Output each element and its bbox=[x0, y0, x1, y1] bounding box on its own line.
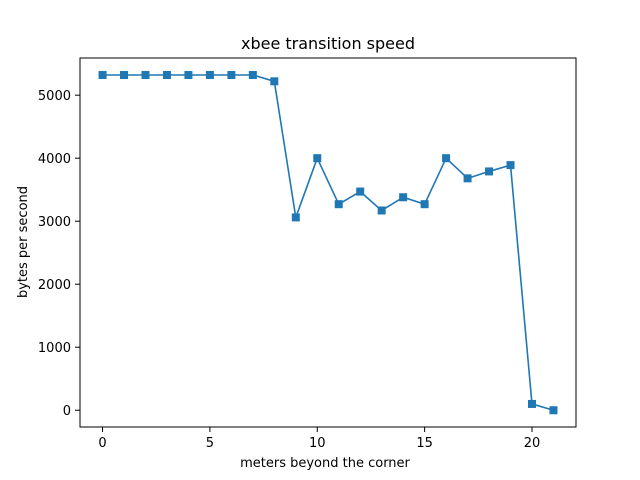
data-point-marker bbox=[334, 200, 343, 209]
x-tick-label: 0 bbox=[98, 436, 106, 451]
x-tick-label: 5 bbox=[206, 436, 214, 451]
data-point-marker bbox=[162, 71, 171, 80]
x-tick-label: 15 bbox=[416, 436, 433, 451]
data-point-marker bbox=[506, 161, 515, 170]
y-axis-label: bytes per second bbox=[16, 186, 31, 298]
y-tick-label: 3000 bbox=[38, 215, 71, 230]
x-tick-label: 10 bbox=[309, 436, 326, 451]
y-tick-label: 1000 bbox=[38, 341, 71, 356]
data-point-marker bbox=[442, 154, 451, 163]
x-axis-label: meters beyond the corner bbox=[240, 456, 410, 471]
data-point-marker bbox=[313, 154, 322, 163]
data-point-marker bbox=[527, 399, 536, 408]
data-point-marker bbox=[248, 71, 257, 80]
data-point-marker bbox=[205, 71, 214, 80]
data-point-marker bbox=[120, 71, 129, 80]
data-point-marker bbox=[291, 213, 300, 222]
y-tick-label: 4000 bbox=[38, 152, 71, 167]
data-point-marker bbox=[98, 71, 107, 80]
data-point-marker bbox=[377, 206, 386, 215]
data-point-marker bbox=[485, 167, 494, 176]
y-tick-label: 0 bbox=[63, 404, 71, 419]
x-tick-label: 20 bbox=[524, 436, 541, 451]
data-point-marker bbox=[420, 200, 429, 209]
data-point-marker bbox=[141, 71, 150, 80]
y-tick-label: 5000 bbox=[38, 89, 71, 104]
chart-title: xbee transition speed bbox=[241, 34, 415, 53]
data-point-marker bbox=[549, 406, 558, 415]
data-point-marker bbox=[463, 174, 472, 183]
plot-area: 0 5 10 15 20 0 1000 2000 3000 4000 5000 bbox=[38, 57, 577, 451]
y-tick-label: 2000 bbox=[38, 278, 71, 293]
series-line bbox=[102, 74, 554, 412]
data-point-marker bbox=[227, 71, 236, 80]
data-point-marker bbox=[184, 71, 193, 80]
data-point-marker bbox=[270, 77, 279, 86]
data-point-marker bbox=[399, 193, 408, 202]
data-point-marker bbox=[356, 187, 365, 196]
axes-frame bbox=[79, 57, 577, 428]
